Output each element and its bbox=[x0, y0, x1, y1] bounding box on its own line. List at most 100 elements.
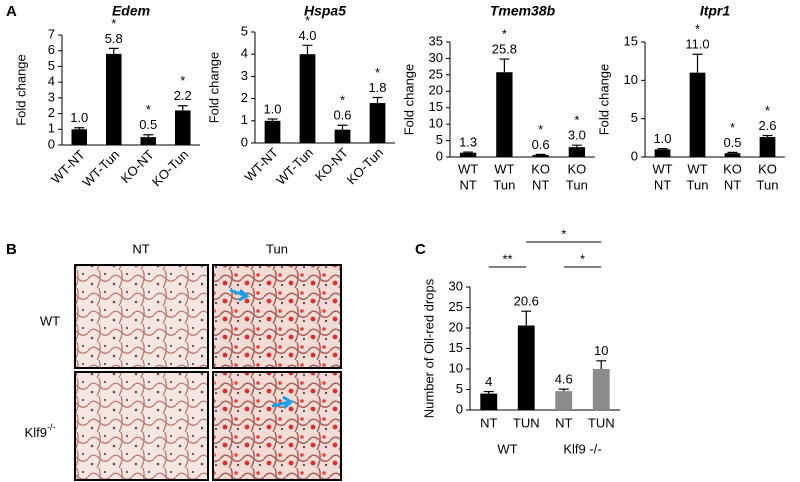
value-label: 1.8 bbox=[368, 80, 386, 95]
significance-label: * bbox=[580, 251, 585, 266]
significance-star: * bbox=[305, 13, 310, 28]
error-bar bbox=[302, 44, 313, 55]
significance-star: * bbox=[375, 65, 380, 80]
x-tick-label: NT bbox=[480, 415, 497, 430]
error-bar bbox=[177, 105, 188, 111]
value-label: 3.0 bbox=[568, 128, 586, 143]
error-bar bbox=[727, 151, 738, 154]
group-label: Klf9 -/- bbox=[563, 441, 601, 456]
bar bbox=[724, 153, 741, 157]
error-bar bbox=[483, 390, 494, 394]
x-tick-label: Tun bbox=[566, 177, 588, 192]
value-label: 0.6 bbox=[333, 108, 351, 123]
y-tick-label: 5 bbox=[436, 132, 443, 147]
bar bbox=[517, 325, 535, 410]
bar-chart: Number of Oil-red drops 0 5 10 15 20 25 30 4 NT 20… bbox=[421, 226, 620, 456]
x-tick-label: WT bbox=[494, 161, 514, 176]
bar bbox=[654, 149, 671, 157]
error-bar bbox=[571, 144, 582, 148]
x-tick-label: Tun bbox=[757, 177, 779, 192]
value-label: 1.0 bbox=[653, 131, 671, 146]
chart-title: Hspa5 bbox=[304, 3, 346, 19]
error-bar bbox=[372, 96, 383, 104]
y-axis-label: Fold change bbox=[596, 64, 611, 136]
error-bar bbox=[692, 53, 703, 73]
value-label: 11.0 bbox=[685, 37, 709, 52]
x-tick-label: WT bbox=[687, 161, 707, 176]
bar bbox=[140, 137, 157, 145]
x-tick-label: KO bbox=[567, 161, 586, 176]
y-tick-label: 5 bbox=[241, 23, 248, 38]
x-tick-label: KO-Tun bbox=[344, 145, 386, 187]
panel-label: C bbox=[415, 241, 426, 258]
y-tick-label: 0 bbox=[631, 148, 638, 163]
y-tick-label: 10 bbox=[449, 360, 463, 375]
y-tick-label: 10 bbox=[429, 116, 443, 131]
value-label: 4.6 bbox=[555, 372, 573, 387]
y-tick-label: 20 bbox=[429, 83, 443, 98]
bar bbox=[592, 369, 610, 410]
y-axis-label: Number of Oil-red drops bbox=[421, 278, 436, 418]
bar bbox=[480, 393, 498, 410]
value-label: 1.0 bbox=[263, 101, 281, 116]
value-label: 20.6 bbox=[514, 294, 539, 309]
significance-star: * bbox=[111, 16, 116, 31]
x-tick-label: KO bbox=[758, 161, 777, 176]
x-tick-label: Tun bbox=[493, 177, 515, 192]
bar bbox=[532, 155, 549, 157]
error-bar bbox=[762, 134, 773, 138]
y-tick-label: 20 bbox=[449, 319, 463, 334]
error-bar bbox=[267, 118, 278, 121]
y-tick-label: 30 bbox=[449, 278, 463, 293]
x-tick-label: TUN bbox=[513, 415, 540, 430]
y-tick-label: 7 bbox=[48, 26, 55, 41]
value-label: 4.0 bbox=[298, 28, 316, 43]
y-tick-label: 25 bbox=[429, 66, 443, 81]
bar bbox=[105, 53, 122, 145]
row-label: WT bbox=[40, 313, 60, 328]
y-tick-label: 3 bbox=[48, 89, 55, 104]
x-tick-label: NT bbox=[724, 177, 741, 192]
bar bbox=[71, 129, 88, 145]
x-tick-label: KO bbox=[531, 161, 550, 176]
bar bbox=[689, 72, 706, 157]
x-tick-label: KO bbox=[723, 161, 742, 176]
error-bar bbox=[558, 388, 569, 392]
significance-star: * bbox=[765, 103, 770, 118]
x-tick-label: NT bbox=[532, 177, 549, 192]
value-label: 1.0 bbox=[70, 110, 88, 125]
significance-star: * bbox=[730, 120, 735, 135]
bar bbox=[759, 137, 776, 157]
y-axis-label: Fold change bbox=[206, 52, 221, 124]
error-bar bbox=[463, 151, 474, 153]
bar bbox=[264, 120, 281, 143]
arrow bbox=[229, 288, 250, 302]
x-tick-label: Tun bbox=[687, 177, 709, 192]
y-tick-label: 0 bbox=[436, 148, 443, 163]
column-label: NT bbox=[132, 241, 149, 256]
y-tick-label: 15 bbox=[624, 33, 638, 48]
significance-star: * bbox=[146, 102, 151, 117]
error-bar bbox=[657, 147, 668, 150]
y-tick-label: 0 bbox=[48, 136, 55, 151]
y-axis-label: Fold change bbox=[13, 54, 28, 126]
x-tick-label: KO-Tun bbox=[149, 147, 191, 189]
error-bar bbox=[535, 153, 546, 156]
x-tick-label: WT bbox=[652, 161, 672, 176]
chart-title: Tmem38b bbox=[490, 3, 556, 19]
x-tick-label: WT-Tun bbox=[79, 147, 122, 190]
y-tick-label: 30 bbox=[429, 50, 443, 65]
error-bar bbox=[108, 47, 119, 54]
value-label: 5.8 bbox=[105, 31, 123, 46]
error-bar bbox=[337, 124, 348, 130]
y-tick-label: 35 bbox=[429, 33, 443, 48]
y-tick-label: 15 bbox=[449, 340, 463, 355]
y-tick-label: 1 bbox=[241, 112, 248, 127]
micrograph-image bbox=[212, 264, 342, 369]
significance-star: * bbox=[538, 122, 543, 137]
value-label: 2.6 bbox=[758, 118, 776, 133]
significance-star: * bbox=[340, 93, 345, 108]
